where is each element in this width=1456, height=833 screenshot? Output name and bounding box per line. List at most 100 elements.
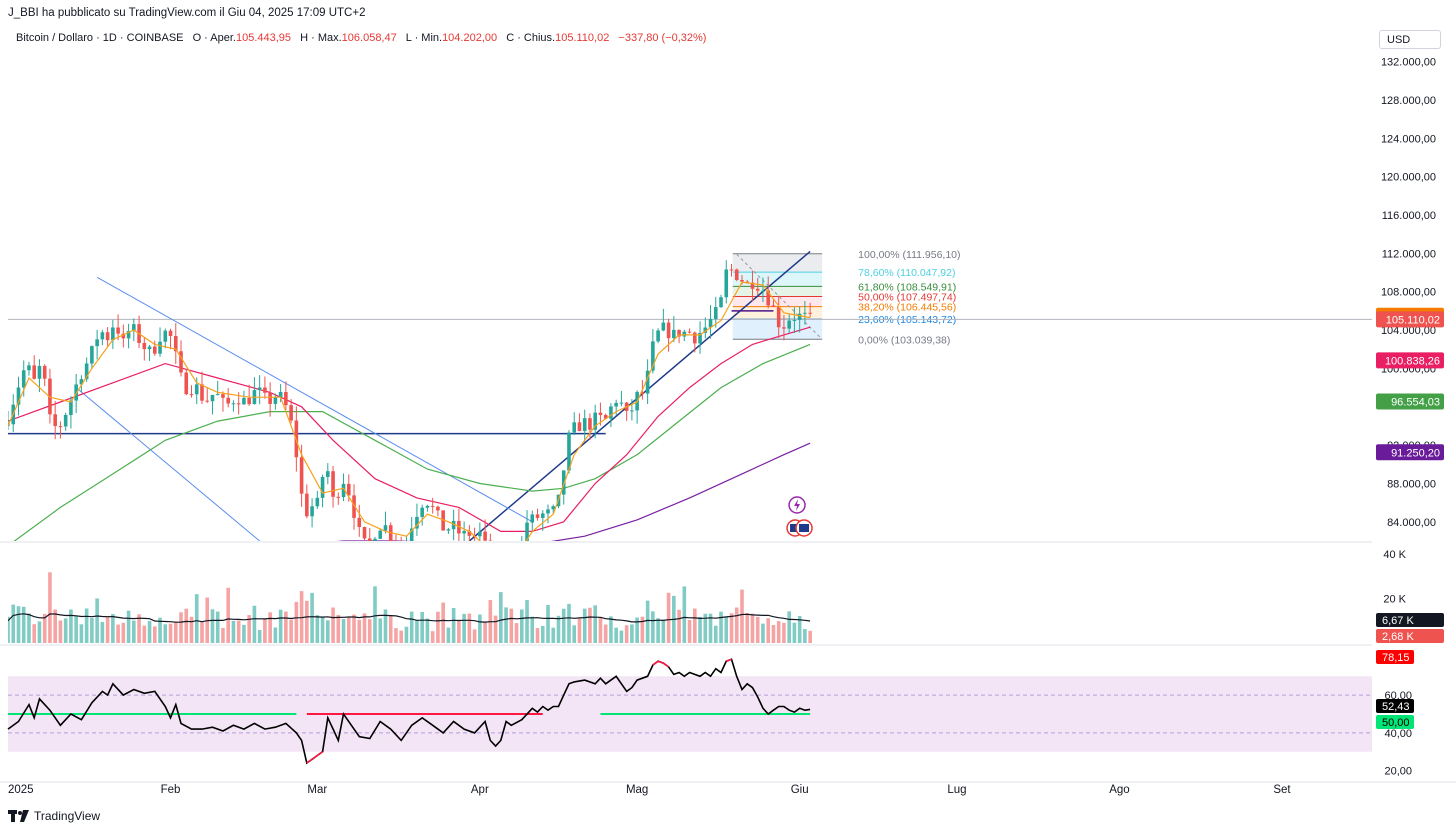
candle-body (215, 394, 220, 396)
price-axis-tick: 112.000,00 (1382, 248, 1436, 260)
candle-body (598, 412, 603, 416)
volume-bar (499, 592, 503, 643)
high-label: H · Max. (300, 32, 342, 44)
change-value: −337,80 (−0,32%) (618, 32, 707, 44)
volume-bar (362, 613, 367, 643)
candle-body (645, 370, 650, 394)
volume-bar (462, 613, 466, 643)
candle-body (803, 312, 807, 314)
candle-body (478, 531, 482, 537)
candle-body (326, 471, 330, 477)
candle-body (147, 346, 152, 350)
candle-body (320, 476, 325, 498)
tradingview-logo: TradingView (8, 809, 100, 823)
candle-body (640, 391, 645, 394)
candle-body (651, 341, 655, 371)
time-axis-label: Lug (947, 784, 966, 796)
volume-bar (797, 616, 802, 643)
symbol-legend: Bitcoin / Dollaro · 1D · COINBASE O · Ap… (16, 32, 706, 44)
candle-body (729, 269, 734, 271)
time-axis-label: Ago (1109, 784, 1129, 796)
volume-bar (388, 615, 393, 643)
volume-bar (551, 627, 556, 643)
volume-bar (734, 607, 739, 643)
volume-bar (341, 619, 346, 643)
candle-body (467, 530, 472, 536)
candle-body (588, 418, 592, 430)
volume-bar (189, 616, 194, 643)
volume-bar (367, 619, 372, 643)
volume-bar (420, 612, 424, 643)
volume-bar (310, 592, 314, 643)
volume-bar (252, 605, 257, 643)
volume-bar (273, 627, 278, 643)
volume-bar (194, 594, 199, 643)
candle-body (173, 336, 178, 352)
rsi-extreme-segment (306, 758, 313, 764)
rsi-label: 52,43 (1382, 701, 1410, 713)
candle-body (263, 387, 267, 393)
volume-bar (42, 613, 47, 643)
volume-bar (430, 631, 435, 643)
candle-body (494, 573, 498, 580)
candle-body (100, 332, 105, 340)
volume-bar (236, 620, 241, 643)
candle-body (310, 506, 314, 517)
candle-body (405, 542, 409, 548)
volume-bar (745, 613, 750, 643)
volume-bar (703, 613, 708, 643)
volume-bar (48, 572, 52, 643)
price-label-bg (1376, 311, 1444, 328)
symbol-name[interactable]: Bitcoin / Dollaro · 1D · COINBASE (16, 32, 184, 44)
volume-bar (656, 618, 660, 643)
candle-body (609, 406, 613, 419)
high-value: 106.058,47 (341, 32, 397, 44)
candle-body (231, 403, 236, 405)
time-axis-label: Giu (791, 784, 809, 796)
candle-body (582, 418, 587, 432)
volume-bar (561, 608, 566, 643)
candle-body (677, 329, 681, 337)
candle-body (32, 365, 37, 379)
lightning-bolt-icon (794, 499, 801, 511)
volume-axis-tick: 40 K (1383, 549, 1406, 561)
candle-body (535, 514, 540, 518)
candle-body (724, 269, 729, 298)
candle-body (619, 402, 624, 404)
candle-body (761, 290, 765, 292)
volume-bar (687, 619, 692, 643)
volume-bar (808, 630, 812, 643)
price-axis-tick: 124.000,00 (1381, 133, 1436, 145)
volume-bar (84, 608, 89, 643)
volume-bar (289, 619, 293, 643)
candles (8, 260, 812, 580)
volume-bar (257, 629, 262, 643)
price-label-bg (1376, 393, 1444, 410)
candle-body (577, 422, 582, 432)
volume-bar (158, 617, 162, 643)
volume-bar (69, 609, 73, 643)
sma-purple-line (336, 442, 811, 541)
volume-bar (331, 607, 335, 643)
low-label: L · Min. (405, 32, 443, 44)
candle-body (420, 507, 424, 517)
candle-body (142, 342, 147, 350)
volume-bar (231, 620, 236, 643)
volume-bar (336, 614, 341, 643)
fib-level-label: 0,00% (103.039,38) (858, 334, 950, 346)
candle-body (540, 513, 545, 518)
time-axis-label: Mag (626, 784, 648, 796)
volume-bar (698, 616, 702, 643)
candle-body (520, 546, 524, 574)
candle-body (682, 331, 687, 337)
currency-button[interactable]: USD (1379, 30, 1441, 49)
volume-bar (425, 618, 430, 643)
candle-body (713, 307, 718, 319)
volume-bar (116, 624, 120, 643)
volume-bar (37, 621, 42, 643)
price-axis-tick: 88.000,00 (1387, 478, 1436, 490)
volume-bar (693, 608, 697, 643)
volume-bar (645, 600, 650, 643)
volume-bar (11, 604, 16, 643)
